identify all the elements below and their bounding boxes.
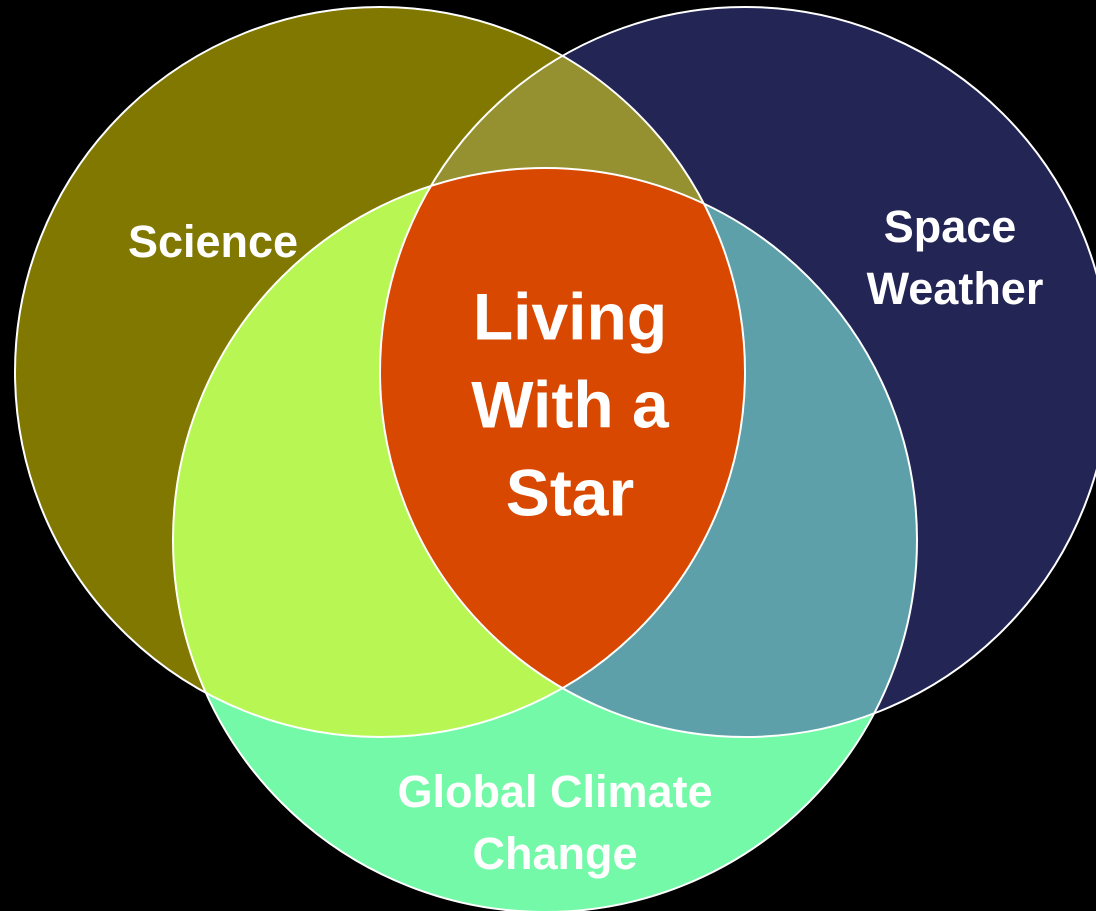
circle-label: Science xyxy=(128,216,298,267)
circle-label: Change xyxy=(472,828,637,879)
center-label: Star xyxy=(506,455,634,529)
space-weather-outline xyxy=(379,6,1096,738)
science-outline xyxy=(14,6,746,738)
circle-label: Space xyxy=(884,201,1017,252)
center-label: With a xyxy=(471,367,670,441)
circle-label: Weather xyxy=(867,263,1044,314)
center-label: Living xyxy=(473,279,667,353)
global-climate-outline xyxy=(172,167,918,911)
circle-label: Global Climate xyxy=(397,766,712,817)
